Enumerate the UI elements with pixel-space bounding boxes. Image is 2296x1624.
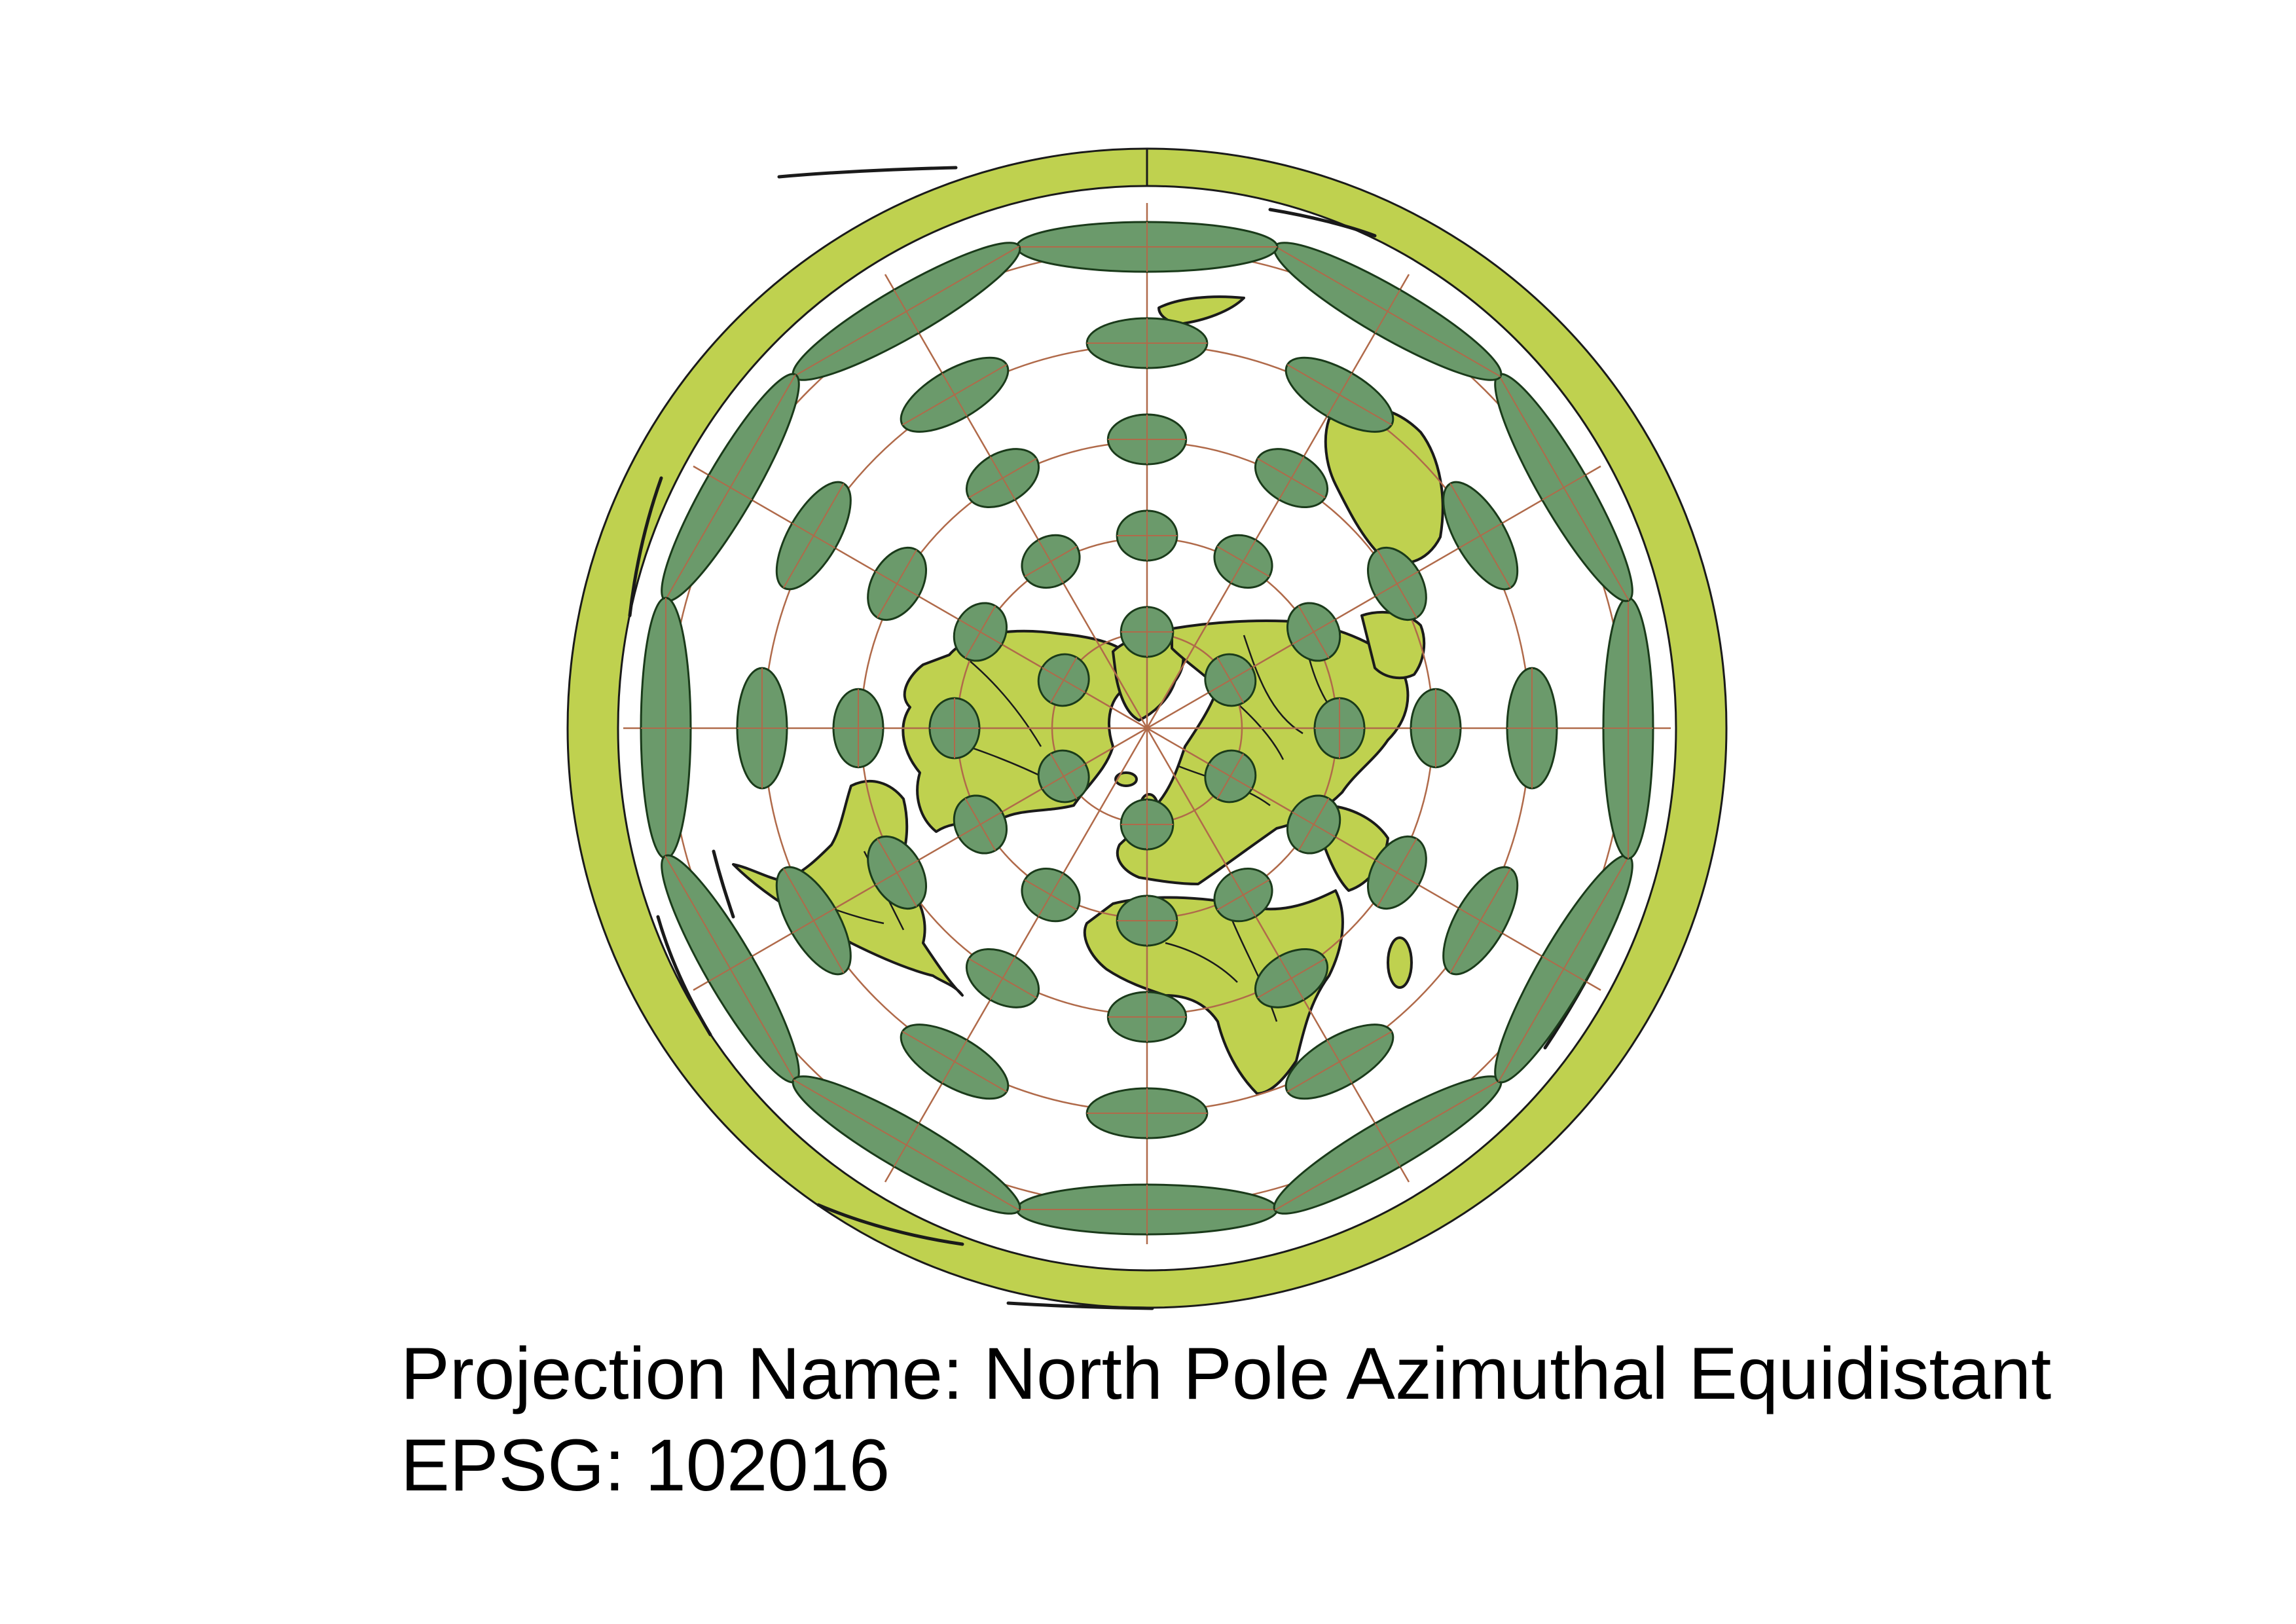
landmass-australia <box>1324 406 1444 564</box>
tissot-ellipse <box>1254 448 1329 509</box>
tissot-ellipse <box>1285 1024 1394 1100</box>
meridian-150w <box>884 274 1148 729</box>
tissot-ellipse <box>792 1075 1021 1215</box>
tissot-ellipse <box>661 373 800 602</box>
tissot-ellipse <box>1285 356 1394 433</box>
tissot-ellipse <box>1366 835 1427 910</box>
tissot-ellipse <box>1021 534 1081 589</box>
tissot-ellipse <box>1015 221 1279 273</box>
tissot-ellipse <box>775 866 852 976</box>
tissot-ellipse <box>1313 697 1366 760</box>
tissot-ellipse <box>1015 1183 1279 1236</box>
tissot-ellipse <box>928 697 981 760</box>
tissot-ellipse <box>1442 481 1519 591</box>
tissot-ellipse <box>953 602 1008 662</box>
tissot-ellipse <box>953 794 1008 855</box>
tissot-ellipse <box>1116 509 1178 562</box>
tissot-ellipse <box>965 948 1040 1008</box>
tissot-ellipse <box>965 448 1040 509</box>
tissot-ellipse <box>1204 749 1257 803</box>
tissot-ellipse <box>1021 867 1081 923</box>
tissot-ellipse <box>1116 895 1178 947</box>
tissot-ellipse <box>832 688 884 769</box>
tissot-ellipse <box>900 356 1010 433</box>
landmass-iceland <box>1114 771 1138 787</box>
tissot-ellipse <box>775 481 852 591</box>
tissot-ellipse <box>1085 317 1209 369</box>
tissot-ellipse <box>792 242 1021 381</box>
meridian-30w <box>884 728 1148 1183</box>
tissot-ellipse <box>1506 667 1558 790</box>
tissot-ellipse <box>1037 749 1090 803</box>
tissot-ellipse <box>1106 413 1188 466</box>
projection-name-label: Projection Name: North Pole Azimuthal Eq… <box>401 1333 2052 1414</box>
tissot-ellipse <box>1213 867 1273 923</box>
tissot-ellipse <box>867 546 928 621</box>
tissot-ellipse <box>1213 534 1273 589</box>
epsg-code-label: EPSG: 102016 <box>401 1424 890 1506</box>
tissot-ellipse <box>1286 794 1341 855</box>
tissot-ellipse <box>1120 606 1175 658</box>
tissot-ellipse <box>1286 602 1341 662</box>
tissot-ellipse <box>867 835 928 910</box>
tissot-ellipse <box>1254 948 1329 1008</box>
tissot-ellipse <box>1106 991 1188 1043</box>
tissot-ellipse <box>736 667 788 790</box>
tissot-ellipse <box>1120 798 1175 851</box>
tissot-ellipse <box>1085 1087 1209 1139</box>
meridian-30e <box>1146 728 1410 1183</box>
meridian-150e <box>1146 274 1410 729</box>
tissot-ellipse <box>1602 597 1654 860</box>
landmass-madagascar <box>1387 936 1413 989</box>
tissot-ellipse <box>640 597 692 860</box>
tissot-indicatrix-layer <box>640 221 1654 1236</box>
tissot-ellipse <box>1204 653 1257 707</box>
tissot-ellipse <box>1442 866 1519 976</box>
tissot-ellipse <box>1366 546 1427 621</box>
tissot-ellipse <box>900 1024 1010 1100</box>
tissot-ellipse <box>1410 688 1462 769</box>
tissot-ellipse <box>1037 653 1090 707</box>
